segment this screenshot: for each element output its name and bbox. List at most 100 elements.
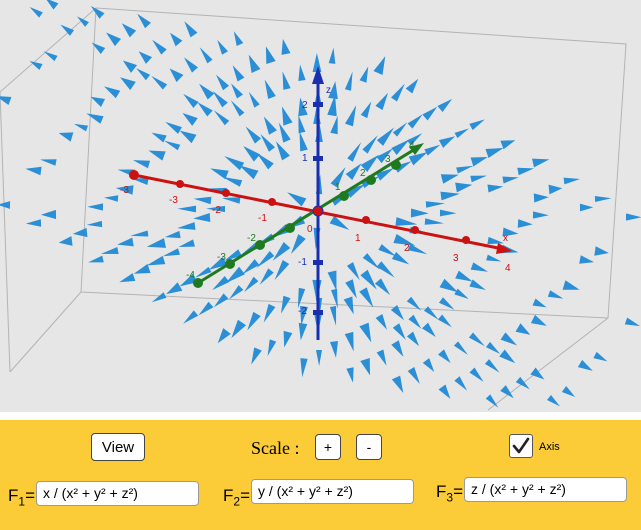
z-tick-label: 1	[302, 153, 308, 164]
field-arrow	[90, 96, 106, 108]
field-arrow	[499, 349, 516, 364]
field-arrow	[394, 161, 412, 173]
field-arrow	[76, 16, 89, 27]
3d-graphics-view[interactable]: x -3 -3 -2 -1 1 2 3 4 -4 -3 -2	[0, 0, 641, 412]
field-arrow	[281, 38, 291, 55]
field-arrow	[390, 305, 405, 321]
field-arrow	[362, 135, 378, 154]
x-tick-label: -3	[120, 185, 129, 196]
scale-plus-button[interactable]: +	[315, 434, 341, 460]
x-tick-label: -1	[258, 213, 267, 224]
field-arrow	[197, 102, 213, 117]
field-arrow	[87, 203, 104, 211]
field-arrow	[193, 213, 211, 222]
field-arrow	[485, 394, 499, 408]
field-arrow	[25, 166, 42, 176]
field-arrow	[548, 184, 563, 195]
field-arrow	[376, 127, 395, 146]
scale-minus-button[interactable]: -	[356, 434, 382, 460]
f1-input[interactable]: x / (x² + y² + z²)	[36, 481, 199, 506]
field-arrow	[347, 142, 362, 162]
field-arrow	[408, 314, 422, 329]
y-tick-label: -2	[247, 233, 256, 244]
field-arrow	[375, 167, 394, 181]
field-arrow	[290, 234, 306, 255]
field-arrow	[579, 255, 595, 264]
field-arrow	[391, 83, 405, 102]
field-arrow	[242, 259, 260, 275]
f3-label: F3=	[436, 482, 464, 505]
field-arrow	[346, 367, 354, 383]
field-arrow	[199, 83, 215, 100]
field-arrow	[393, 234, 416, 246]
x-tick-label: -2	[212, 205, 221, 216]
z-tick-label: -2	[298, 306, 307, 317]
field-arrow	[90, 5, 105, 19]
field-arrow	[360, 269, 377, 290]
y-axis	[193, 143, 424, 288]
field-arrow	[328, 81, 338, 100]
field-arrow	[329, 215, 350, 231]
field-arrow	[183, 57, 199, 73]
field-arrow	[562, 280, 580, 290]
x-tick-label: 2	[404, 243, 410, 254]
field-arrow	[440, 191, 460, 201]
view-button[interactable]: View	[91, 433, 145, 461]
control-panel: View Scale : + - Axis F1= x / (x² + y² +…	[0, 420, 641, 530]
field-arrow	[263, 303, 276, 323]
field-arrow	[532, 158, 550, 168]
field-arrow	[502, 176, 519, 184]
origin-label: 0	[307, 224, 313, 235]
field-arrow	[231, 319, 247, 339]
field-arrow	[183, 93, 199, 109]
field-arrow	[299, 131, 308, 152]
axis-checkbox[interactable]	[509, 434, 533, 458]
field-arrow	[438, 136, 456, 148]
field-arrow	[106, 32, 122, 47]
f2-input[interactable]: y / (x² + y² + z²)	[251, 479, 414, 504]
field-arrow	[375, 92, 389, 111]
field-arrow	[594, 195, 612, 203]
field-arrow	[533, 193, 549, 203]
field-arrow	[225, 266, 245, 284]
field-arrow	[194, 266, 212, 278]
field-arrow	[593, 351, 608, 362]
field-arrow	[439, 209, 457, 217]
field-arrow	[425, 201, 445, 208]
field-arrow	[248, 54, 261, 73]
field-arrow	[239, 165, 259, 180]
field-arrow	[485, 341, 501, 355]
field-arrow	[469, 119, 485, 131]
field-arrow	[378, 244, 397, 257]
field-arrow	[74, 123, 89, 132]
field-arrow	[0, 96, 12, 106]
field-arrow	[232, 65, 245, 82]
field-arrow	[138, 51, 153, 64]
3d-scene[interactable]: x -3 -3 -2 -1 1 2 3 4 -4 -3 -2	[0, 0, 641, 412]
field-arrow	[224, 156, 245, 171]
field-arrow	[208, 256, 228, 270]
field-arrow	[470, 156, 488, 167]
field-arrow	[517, 167, 535, 176]
field-arrow	[391, 139, 410, 155]
field-arrow	[91, 42, 106, 54]
field-arrow	[224, 249, 242, 261]
field-arrow	[547, 290, 564, 299]
field-arrow	[164, 230, 181, 239]
field-arrow	[162, 248, 180, 257]
field-arrow	[213, 293, 229, 308]
z-axis-label: z	[326, 85, 331, 96]
field-arrow	[330, 167, 346, 188]
field-arrow	[327, 270, 337, 292]
field-arrow	[392, 122, 408, 137]
field-arrow	[243, 146, 261, 162]
field-arrow	[300, 305, 308, 326]
field-arrow	[500, 385, 514, 399]
f3-input[interactable]: z / (x² + y² + z²)	[464, 477, 627, 502]
field-arrow	[470, 175, 487, 183]
field-arrow	[315, 349, 323, 366]
field-arrow	[454, 376, 468, 391]
f2-label: F2=	[223, 486, 251, 509]
field-arrow	[178, 239, 195, 247]
